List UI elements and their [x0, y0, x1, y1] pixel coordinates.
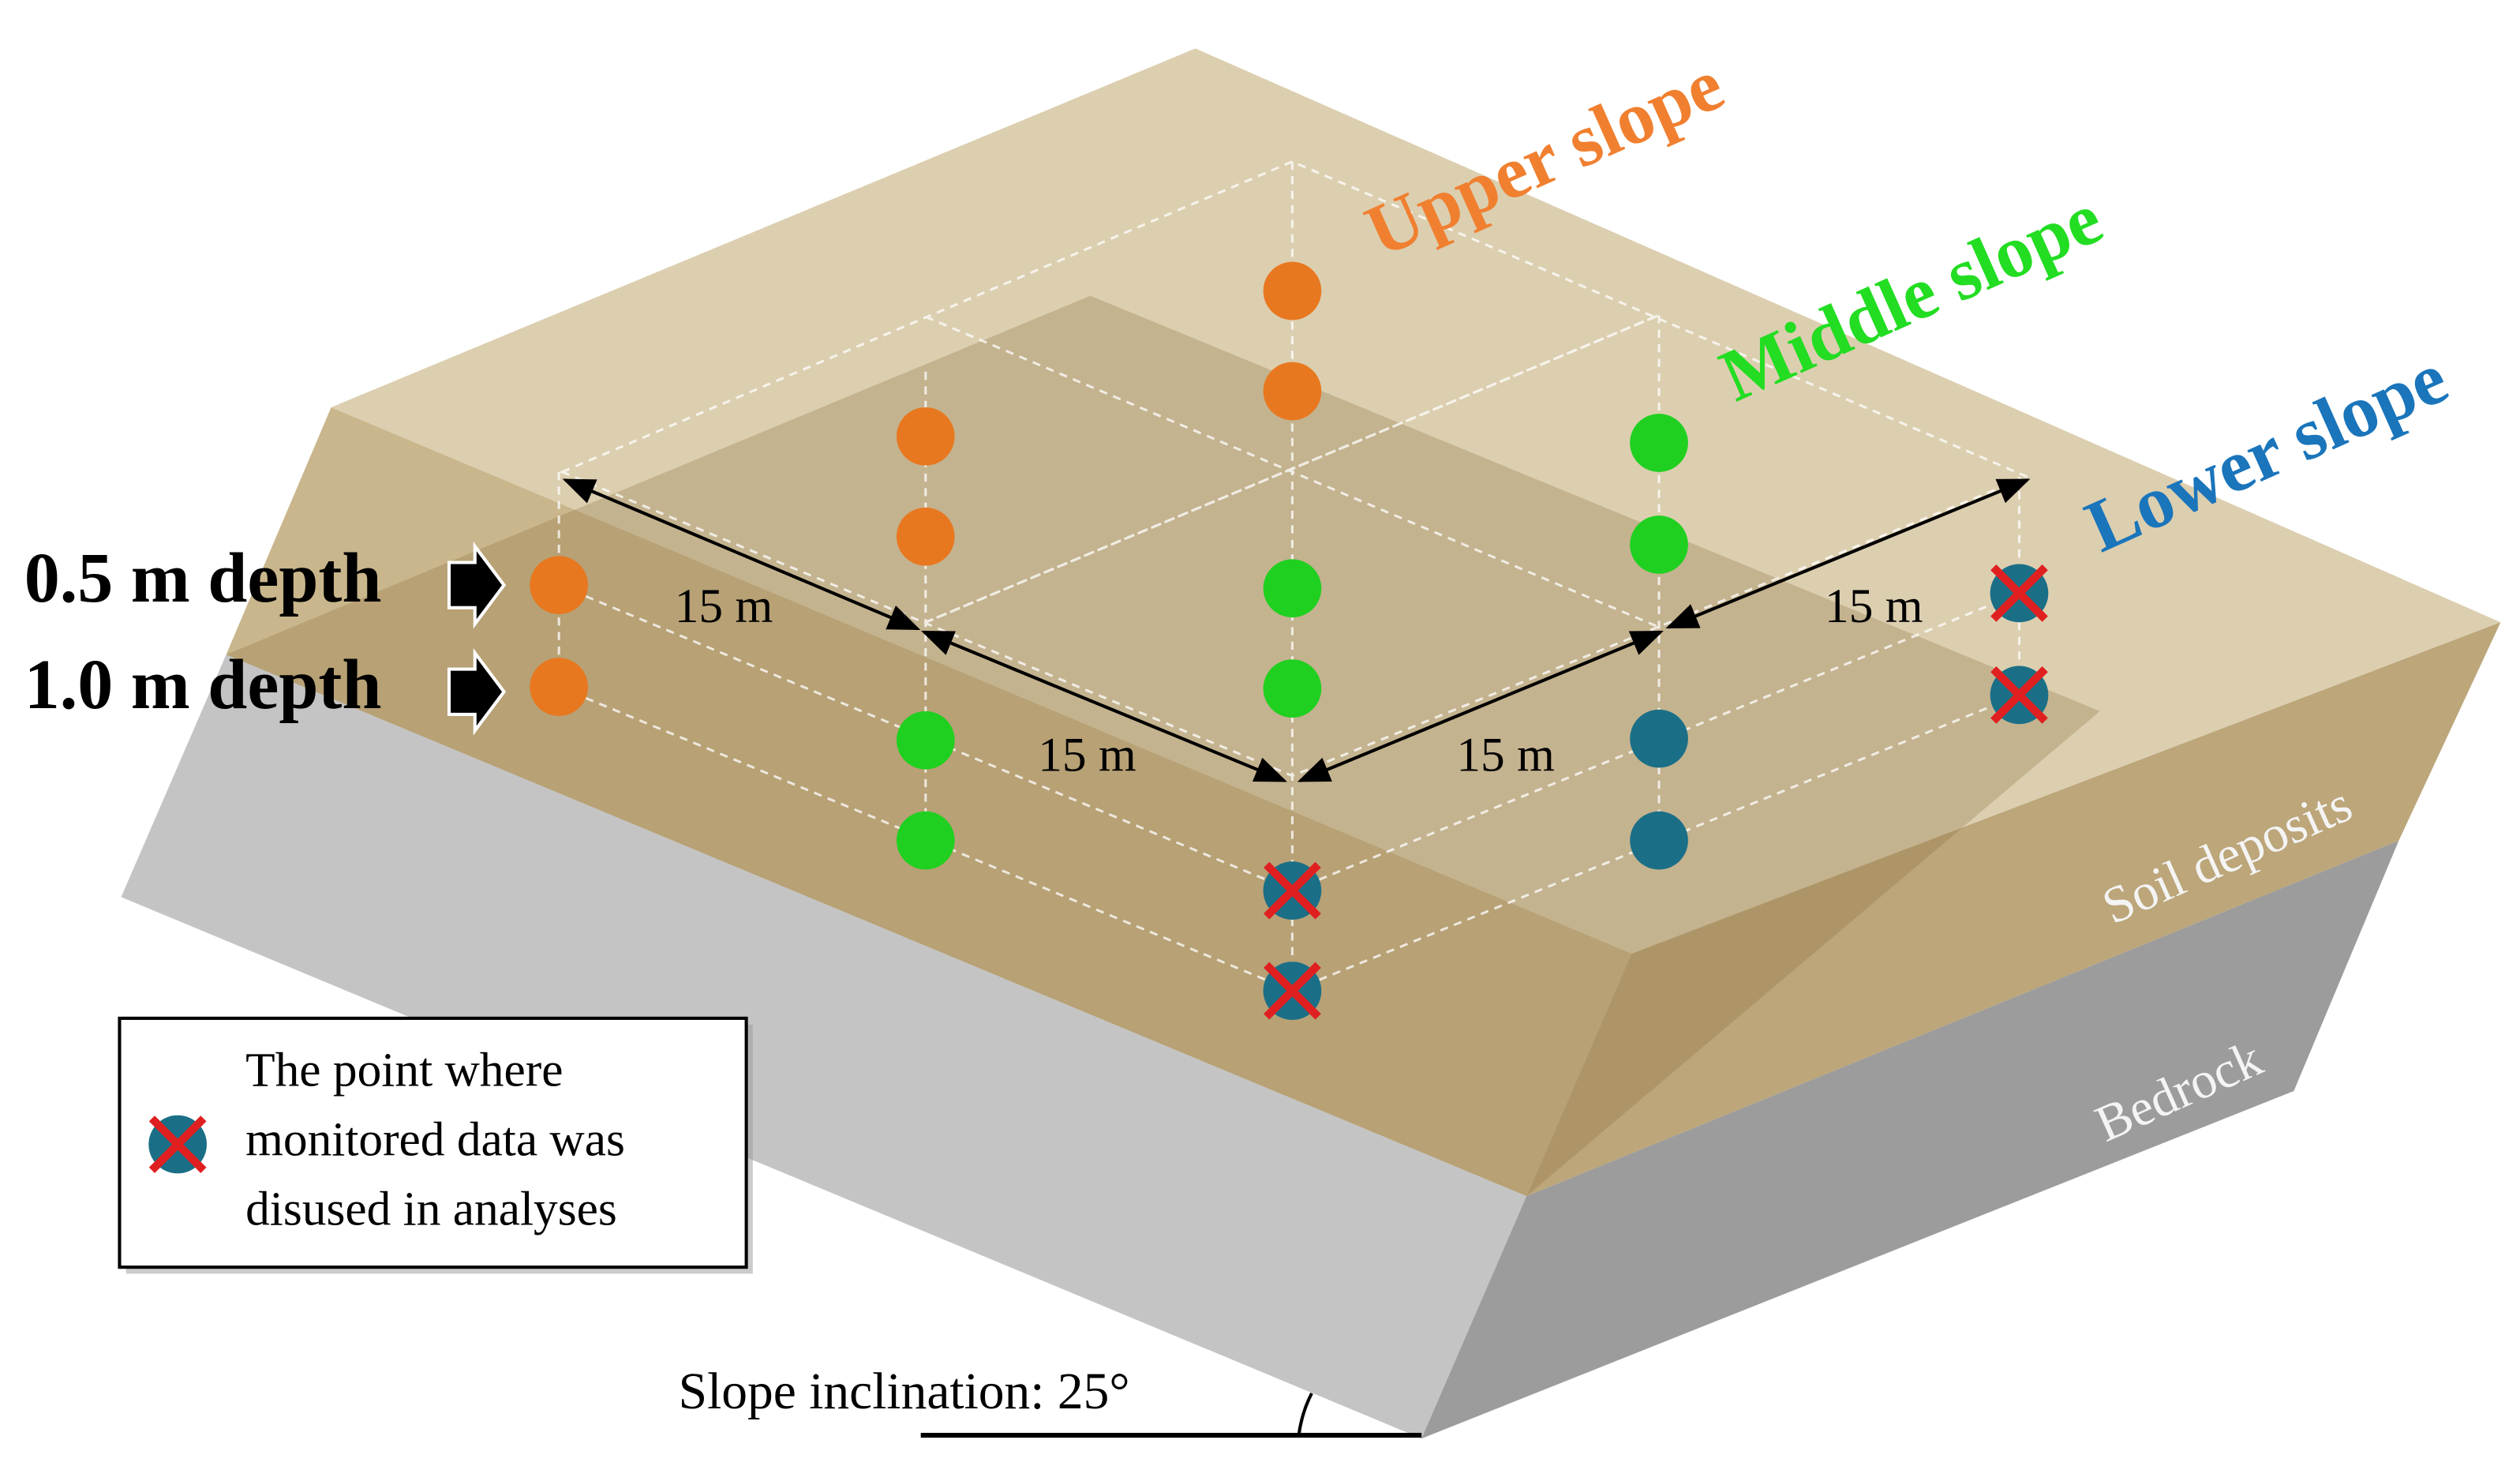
angle-arc: [1297, 1392, 1313, 1436]
depth-label: 0.5 m depth: [24, 539, 382, 617]
dimension-arrows: [562, 478, 2031, 782]
legend-text: monitored data was: [245, 1113, 625, 1167]
soil-top: [331, 48, 2501, 954]
legend-icon: [148, 1115, 207, 1174]
dimension-label: 15 m: [1038, 728, 1136, 782]
inclination-label: Slope inclination: 25°: [679, 1363, 1130, 1420]
bedrock-front: [121, 654, 1527, 1439]
dimension-label: 15 m: [1825, 579, 1923, 633]
dimension-label: 15 m: [675, 579, 773, 633]
legend-box: [118, 1016, 748, 1269]
depth-arrow: [447, 541, 507, 629]
legend-text: disused in analyses: [245, 1183, 617, 1236]
dimension-label: 15 m: [1456, 728, 1555, 782]
bedrock-side: [1421, 840, 2399, 1439]
depth-label: 1.0 m depth: [24, 646, 382, 724]
depth-arrow: [447, 648, 507, 736]
soil-side: [1526, 622, 2501, 1197]
legend-text: The point where: [245, 1044, 563, 1097]
